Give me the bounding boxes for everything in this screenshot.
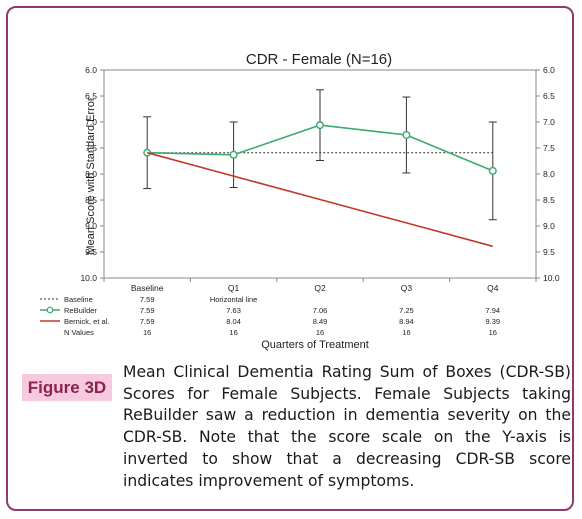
y-tick-label-left: 7.0 — [85, 117, 97, 127]
table-cell: 8.49 — [313, 317, 328, 326]
table-cell: 7.59 — [140, 295, 155, 304]
n-value-cell: 16 — [143, 328, 151, 337]
table-cell: 8.94 — [399, 317, 414, 326]
y-tick-label-left: 8.5 — [85, 195, 97, 205]
y-tick-label-left: 6.5 — [85, 91, 97, 101]
table-cell: 7.25 — [399, 306, 414, 315]
table-cell: 9.39 — [485, 317, 500, 326]
y-tick-label-right: 7.5 — [543, 143, 555, 153]
legend-label: ReBuilder — [64, 306, 97, 315]
y-tick-label-left: 9.5 — [85, 247, 97, 257]
table-cell: Horizontal line — [210, 295, 258, 304]
y-tick-label-right: 6.0 — [543, 65, 555, 75]
table-cell: 7.94 — [485, 306, 500, 315]
x-tick-label: Q1 — [228, 283, 240, 293]
y-tick-label-right: 7.0 — [543, 117, 555, 127]
data-point — [488, 166, 497, 175]
y-tick-label-left: 10.0 — [80, 273, 97, 283]
data-point — [402, 130, 411, 139]
table-cell: 7.59 — [140, 317, 155, 326]
y-tick-label-left: 8.0 — [85, 169, 97, 179]
data-table: Baseline Q1 Q2 Q3 Q4 Baseline 7.59 Horizontal l… — [40, 283, 500, 337]
figure-frame: CDR - Female (N=16) 6.0 6.0 6.5 6.5 7.0 7.0 7.… — [6, 6, 574, 511]
cdr-chart: CDR - Female (N=16) 6.0 6.0 6.5 6.5 7.0 7.0 7.… — [40, 51, 560, 351]
y-tick-label-right: 10.0 — [543, 273, 560, 283]
n-value-cell: 16 — [229, 328, 237, 337]
y-tick-label-left: 6.0 — [85, 65, 97, 75]
n-value-cell: 16 — [402, 328, 410, 337]
x-tick-label: Q4 — [487, 283, 499, 293]
x-tick-label: Q3 — [401, 283, 413, 293]
y-tick-label-right: 9.0 — [543, 221, 555, 231]
y-axis-label: Mean Score with Standard Error — [85, 97, 97, 254]
data-point — [229, 150, 238, 159]
n-values-label: N Values — [64, 328, 94, 337]
x-tick-label: Q2 — [314, 283, 326, 293]
plot-area: 6.0 6.0 6.5 6.5 7.0 7.0 7.5 7.5 8.0 8.0 8.5 8.5 9.0 9… — [80, 65, 559, 283]
y-tick-label-left: 7.5 — [85, 143, 97, 153]
table-cell: 7.63 — [226, 306, 241, 315]
legend-label: Bernick, et al. — [64, 317, 109, 326]
series-line-2 — [146, 151, 494, 248]
y-tick-label-right: 9.5 — [543, 247, 555, 257]
n-value-cell: 16 — [316, 328, 324, 337]
data-point — [316, 121, 325, 130]
table-cell: 8.04 — [226, 317, 241, 326]
figure-caption: Mean Clinical Dementia Rating Sum of Box… — [123, 363, 571, 490]
x-tick-label: Baseline — [131, 283, 164, 293]
y-tick-label-right: 8.0 — [543, 169, 555, 179]
y-tick-label-right: 6.5 — [543, 91, 555, 101]
figure-label: Figure 3D — [22, 374, 112, 401]
legend-marker — [46, 306, 54, 314]
y-tick-label-right: 8.5 — [543, 195, 555, 205]
table-cell: 7.59 — [140, 306, 155, 315]
legend-label: Baseline — [64, 295, 93, 304]
table-cell: 7.06 — [313, 306, 328, 315]
n-value-cell: 16 — [489, 328, 497, 337]
data-point — [143, 148, 152, 157]
y-tick-label-left: 9.0 — [85, 221, 97, 231]
x-axis-label: Quarters of Treatment — [261, 339, 369, 351]
chart-title: CDR - Female (N=16) — [246, 51, 392, 68]
